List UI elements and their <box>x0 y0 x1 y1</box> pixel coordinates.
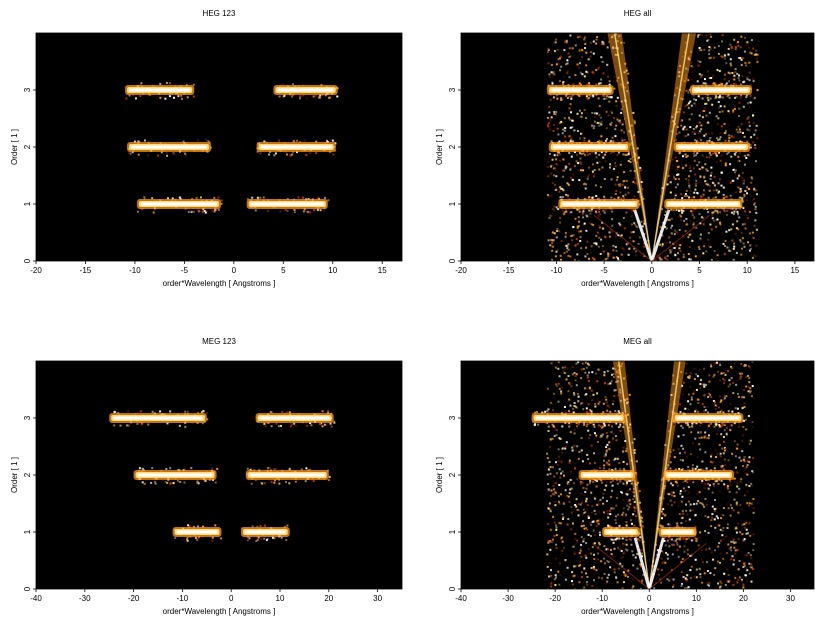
order-1-band-neg <box>172 524 223 542</box>
order-2-band-neg <box>133 467 219 485</box>
x-tick-label: -20 <box>30 266 42 275</box>
x-tick-label: 10 <box>743 266 752 275</box>
order-1-band-pos <box>246 196 330 214</box>
x-tick-label: -10 <box>177 594 189 603</box>
order-1-band-neg <box>136 196 223 214</box>
x-tick-label: 20 <box>324 594 333 603</box>
x-tick-label: -5 <box>181 266 189 275</box>
y-tick-label: 1 <box>448 201 457 206</box>
y-axis-label: Order [ 1 ] <box>435 129 444 165</box>
y-tick-label: 0 <box>448 258 457 263</box>
x-tick-label: -40 <box>455 594 467 603</box>
x-tick-label: 0 <box>650 266 655 275</box>
order-3-band-neg <box>125 82 195 100</box>
x-axis-label: order*Wavelength [ Angstroms ] <box>163 607 276 616</box>
x-tick-label: -10 <box>596 594 608 603</box>
plot-area <box>125 82 339 214</box>
chart-title: MEG 123 <box>202 337 236 346</box>
order-2-band-pos <box>673 139 752 157</box>
y-tick-label: 3 <box>23 87 32 92</box>
y-tick-label: 3 <box>23 415 32 420</box>
plot-area <box>546 33 759 261</box>
order-1-band-pos <box>658 524 698 542</box>
x-tick-label: 0 <box>232 266 237 275</box>
y-tick-label: 2 <box>23 472 32 477</box>
y-tick-label: 3 <box>448 415 457 420</box>
x-tick-label: -20 <box>549 594 561 603</box>
x-tick-label: -10 <box>129 266 141 275</box>
chart-title: HEG all <box>624 9 652 18</box>
order-2-band-neg <box>127 139 212 157</box>
x-tick-label: 0 <box>647 594 652 603</box>
order-2-band-neg <box>548 139 632 157</box>
x-tick-label: -10 <box>551 266 563 275</box>
y-tick-label: 2 <box>448 144 457 149</box>
x-tick-label: -20 <box>128 594 140 603</box>
order-3-band-pos <box>672 410 744 428</box>
order-2-band-pos <box>245 467 331 485</box>
x-tick-label: 30 <box>786 594 795 603</box>
panel-heg-all: -20 -15 -10 -5 0 5 10 15 0 1 2 3 HEG all order*Wavele… <box>435 9 815 288</box>
order-1-band-pos <box>664 196 745 214</box>
y-axis-label: Order [ 1 ] <box>10 457 19 493</box>
y-tick-label: 1 <box>23 529 32 534</box>
x-tick-label: 15 <box>378 266 387 275</box>
y-tick-label: 0 <box>448 586 457 591</box>
order-3-band-pos <box>689 82 752 100</box>
x-tick-label: -30 <box>502 594 514 603</box>
x-axis-label: order*Wavelength [ Angstroms ] <box>163 279 276 288</box>
order-1-band-pos <box>240 524 290 542</box>
x-tick-label: 10 <box>692 594 701 603</box>
x-tick-label: -20 <box>455 266 467 275</box>
x-tick-label: -40 <box>30 594 42 603</box>
y-tick-label: 0 <box>23 258 32 263</box>
order-1-band-neg <box>602 524 642 542</box>
plot-background <box>36 33 402 261</box>
order-3-band-neg <box>109 410 209 428</box>
plot-area <box>531 361 755 589</box>
x-axis-label: order*Wavelength [ Angstroms ] <box>581 279 694 288</box>
x-tick-label: -5 <box>601 266 609 275</box>
order-3-band-pos <box>273 83 339 100</box>
x-tick-label: 30 <box>373 594 382 603</box>
x-axis-label: order*Wavelength [ Angstroms ] <box>581 607 694 616</box>
y-tick-label: 2 <box>23 144 32 149</box>
x-tick-label: -15 <box>80 266 92 275</box>
plot-background <box>36 361 402 589</box>
y-tick-label: 1 <box>23 201 32 206</box>
order-2-band-pos <box>663 467 736 485</box>
x-tick-label: 10 <box>328 266 337 275</box>
panel-meg-all: -40 -30 -20 -10 0 10 20 30 0 1 2 3 MEG all order*Wave… <box>435 337 815 616</box>
order-3-band-neg <box>546 82 616 100</box>
chart-title: HEG 123 <box>203 9 236 18</box>
y-axis-label: Order [ 1 ] <box>435 457 444 493</box>
plot-area <box>109 410 336 542</box>
y-tick-label: 0 <box>23 586 32 591</box>
y-axis-label: Order [ 1 ] <box>10 129 19 165</box>
x-tick-label: 15 <box>790 266 799 275</box>
order-2-band-pos <box>256 139 337 157</box>
order-3-band-neg <box>531 410 628 428</box>
x-tick-label: 20 <box>739 594 748 603</box>
x-tick-label: 0 <box>229 594 234 603</box>
y-tick-label: 3 <box>448 87 457 92</box>
y-tick-label: 2 <box>448 472 457 477</box>
order-3-band-pos <box>255 410 336 428</box>
x-tick-label: -30 <box>79 594 91 603</box>
order-2-band-neg <box>578 468 636 485</box>
panel-heg-123: -20 -15 -10 -5 0 5 10 15 0 1 2 3 HEG 123 order*Wavele… <box>10 9 403 288</box>
chart-title: MEG all <box>623 337 652 346</box>
x-tick-label: 5 <box>281 266 286 275</box>
x-tick-label: 10 <box>276 594 285 603</box>
x-tick-label: 5 <box>697 266 702 275</box>
y-tick-label: 1 <box>448 529 457 534</box>
order-1-band-neg <box>558 196 641 214</box>
x-tick-label: -15 <box>503 266 515 275</box>
panel-meg-123: -40 -30 -20 -10 0 10 20 30 0 1 2 3 MEG 123 order*Wave… <box>10 337 403 616</box>
